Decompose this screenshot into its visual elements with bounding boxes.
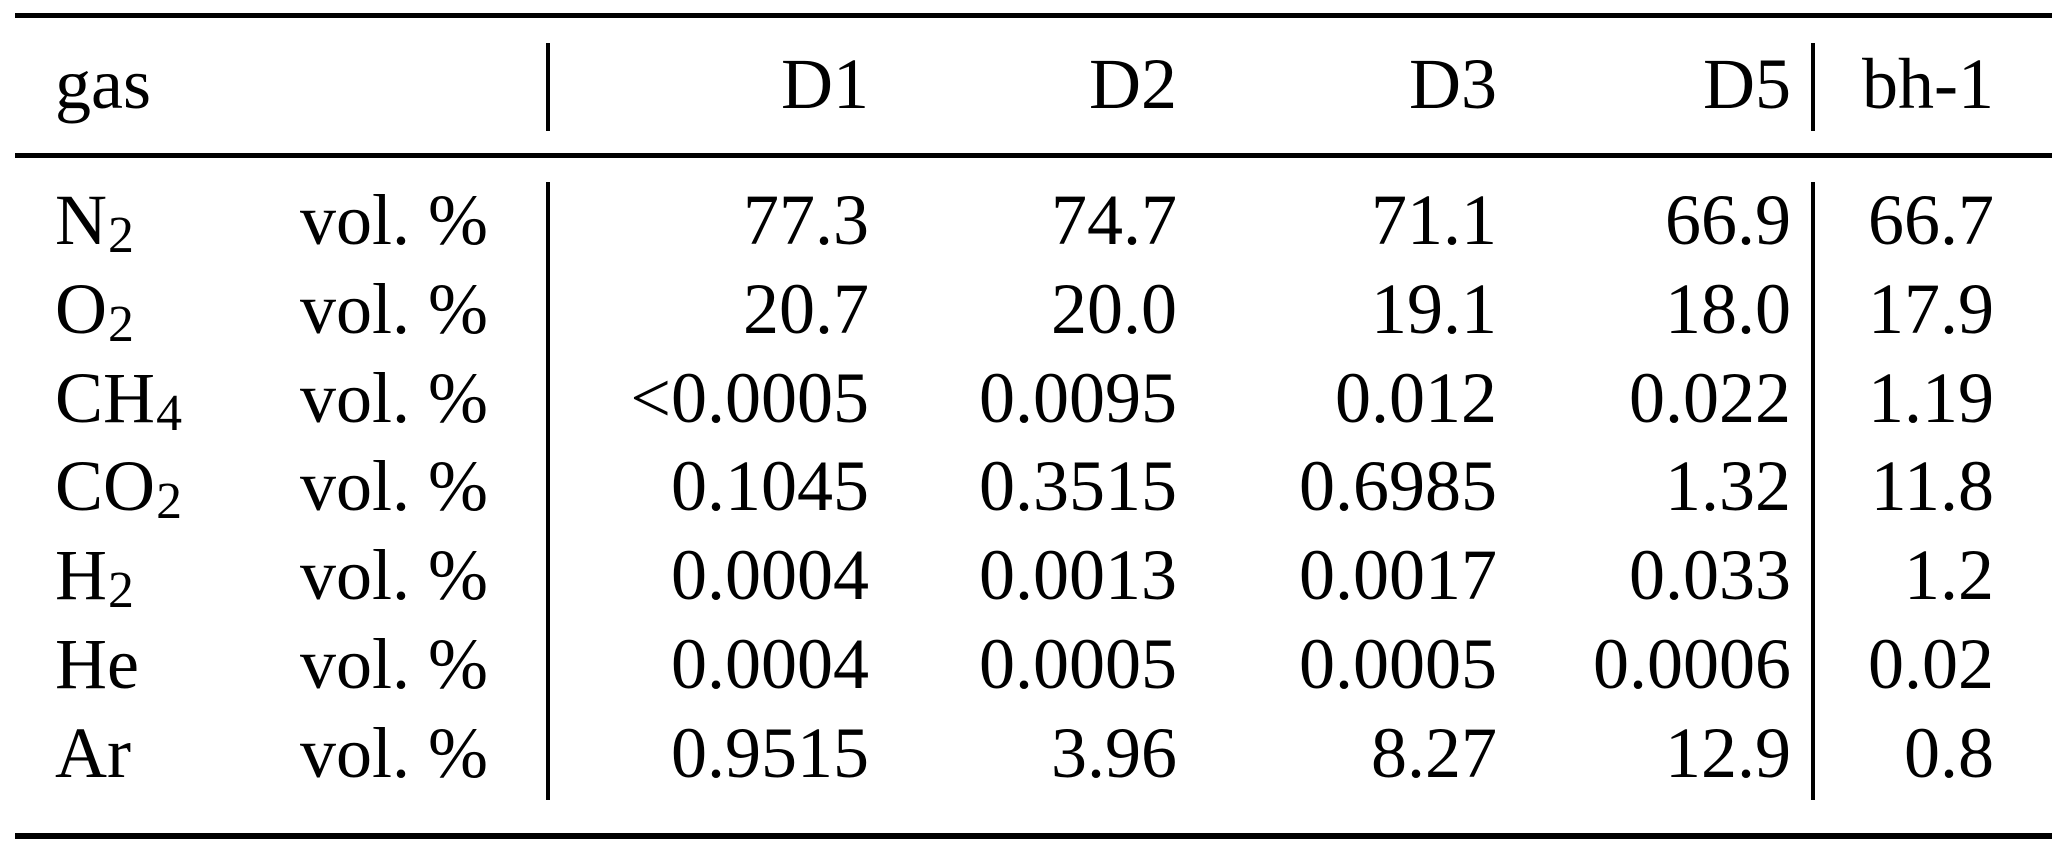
value-bh1: 66.7 [1868,180,1994,260]
value-d3: 0.0017 [1299,535,1497,615]
gas-subscript: 4 [156,385,182,443]
table-header-rule [15,153,2052,158]
value-d1: <0.0005 [630,358,869,438]
value-d3: 0.6985 [1299,446,1497,526]
table-header-row: gas D1 D2 D3 D5 bh-1 [0,20,2067,148]
value-d3: 0.0005 [1299,624,1497,704]
value-d2: 3.96 [1051,713,1177,793]
gas-unit: vol. % [300,624,488,704]
table-row: He vol. % 0.0004 0.0005 0.0005 0.0006 0.… [0,620,2067,708]
gas-name: CO2 [0,442,300,530]
gas-name: Ar [0,709,300,797]
value-d1: 20.7 [743,269,869,349]
value-bh1: 17.9 [1868,269,1994,349]
header-divider-left [546,43,550,131]
value-d2: 0.0095 [979,358,1177,438]
value-d3: 71.1 [1371,180,1497,260]
gas-name: N2 [0,176,300,264]
gas-name: He [0,620,300,708]
gas-subscript: 2 [156,473,182,531]
value-d3: 0.012 [1335,358,1497,438]
table-row: O2 vol. % 20.7 20.0 19.1 18.0 17.9 [0,265,2067,353]
table-row: Ar vol. % 0.9515 3.96 8.27 12.9 0.8 [0,709,2067,797]
body-divider-left [546,182,550,800]
gas-unit: vol. % [300,358,488,438]
value-d3: 19.1 [1371,269,1497,349]
value-d2: 0.0005 [979,624,1177,704]
value-d1: 0.0004 [671,624,869,704]
header-gas: gas [55,44,151,124]
gas-formula: He [55,624,139,704]
value-bh1: 0.8 [1904,713,1994,793]
table-row: CH4 vol. % <0.0005 0.0095 0.012 0.022 1.… [0,354,2067,442]
value-bh1: 0.02 [1868,624,1994,704]
gas-name: H2 [0,531,300,619]
gas-subscript: 2 [108,207,134,265]
gas-unit: vol. % [300,269,488,349]
value-d2: 74.7 [1051,180,1177,260]
value-d5: 1.32 [1665,446,1791,526]
header-unit-spacer [300,20,546,148]
header-col-bh1: bh-1 [1862,44,1994,124]
header-divider-right [1811,43,1815,131]
value-d5: 12.9 [1665,713,1791,793]
value-d2: 20.0 [1051,269,1177,349]
value-bh1: 1.2 [1904,535,1994,615]
gas-name: O2 [0,265,300,353]
value-d5: 18.0 [1665,269,1791,349]
gas-formula: CO [55,446,156,526]
gas-formula: Ar [55,713,131,793]
value-bh1: 11.8 [1870,446,1994,526]
gas-formula: O [55,269,107,349]
value-d5: 0.0006 [1593,624,1791,704]
gas-unit: vol. % [300,535,488,615]
value-d2: 0.3515 [979,446,1177,526]
table-bottom-rule [15,833,2052,839]
header-col-d3: D3 [1409,44,1497,124]
table-row: N2 vol. % 77.3 74.7 71.1 66.9 66.7 [0,176,2067,264]
value-d5: 66.9 [1665,180,1791,260]
value-d2: 0.0013 [979,535,1177,615]
gas-unit: vol. % [300,446,488,526]
header-col-d5: D5 [1703,44,1791,124]
value-d1: 0.9515 [671,713,869,793]
value-d5: 0.022 [1629,358,1791,438]
gas-unit: vol. % [300,713,488,793]
header-col-d2: D2 [1089,44,1177,124]
value-d1: 77.3 [743,180,869,260]
header-col-d1: D1 [781,44,869,124]
value-bh1: 1.19 [1868,358,1994,438]
value-d1: 0.0004 [671,535,869,615]
gas-name: CH4 [0,354,300,442]
value-d1: 0.1045 [671,446,869,526]
gas-unit: vol. % [300,180,488,260]
value-d5: 0.033 [1629,535,1791,615]
gas-subscript: 2 [108,296,134,354]
table-top-rule [15,13,2052,18]
table-row: CO2 vol. % 0.1045 0.3515 0.6985 1.32 11.… [0,442,2067,530]
gas-formula: CH [55,358,156,438]
gas-subscript: 2 [108,562,134,620]
table-row: H2 vol. % 0.0004 0.0013 0.0017 0.033 1.2 [0,531,2067,619]
body-divider-right [1811,182,1815,800]
gas-formula: N [55,180,107,260]
gas-formula: H [55,535,107,615]
value-d3: 8.27 [1371,713,1497,793]
